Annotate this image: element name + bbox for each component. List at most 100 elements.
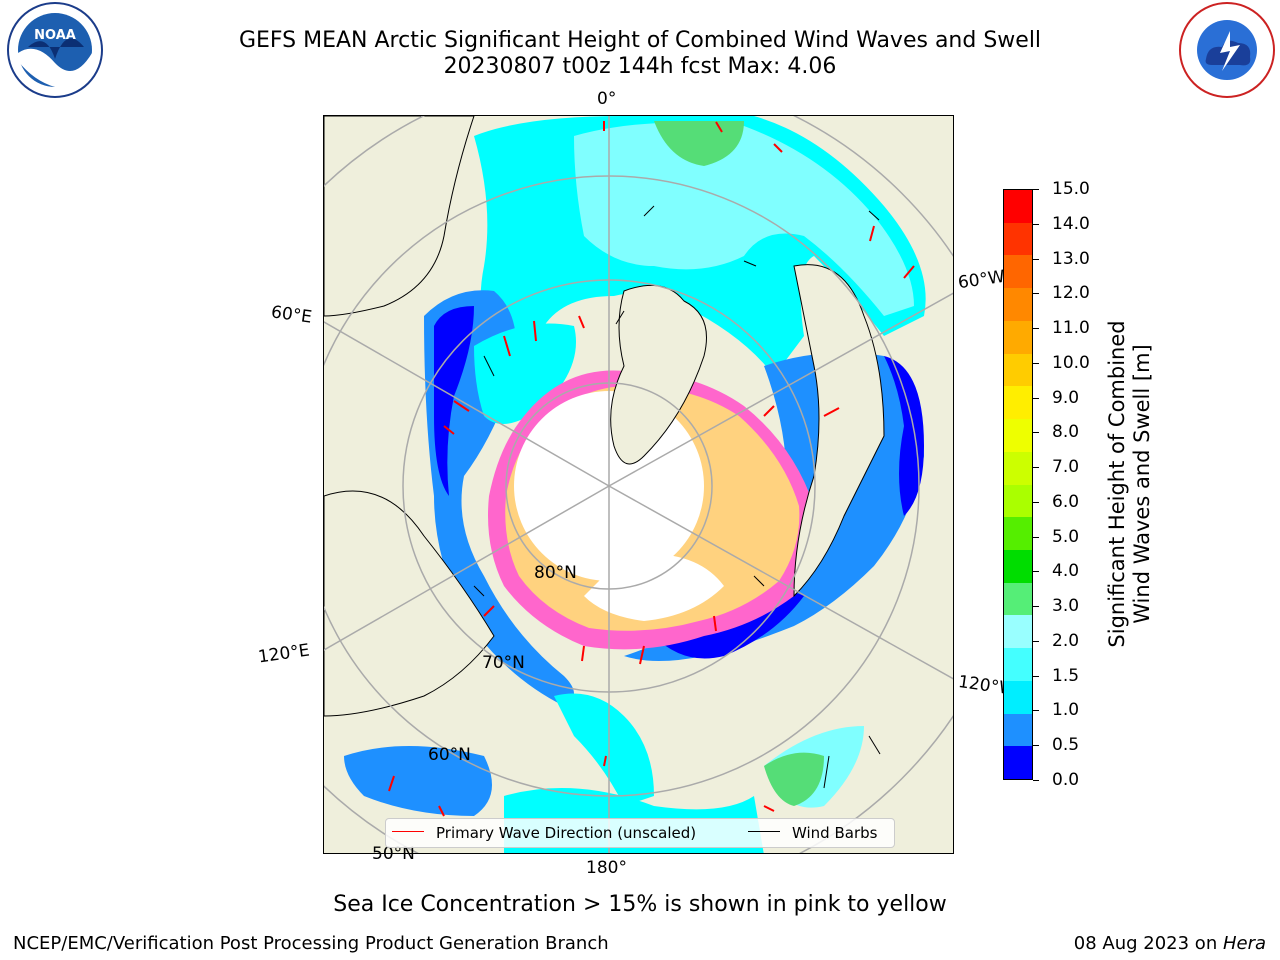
colorbar-tick-label: 9.0 — [1052, 387, 1080, 408]
ocean-baffin-blue — [884, 356, 924, 516]
map-legend: Primary Wave Direction (unscaled) Wind B… — [385, 818, 895, 848]
lat-label-70n: 70°N — [482, 653, 525, 673]
colorbar-tick-label: 15.0 — [1052, 179, 1090, 199]
wave-arrow — [388, 775, 395, 792]
lat-label-60n: 60°N — [428, 745, 471, 765]
colorbar-band — [1004, 582, 1032, 616]
wave-arrow — [869, 225, 875, 242]
colorbar-tick-mark — [1033, 780, 1039, 781]
colorbar-tick-label: 0.5 — [1052, 735, 1080, 756]
meridian-60e — [324, 321, 610, 487]
chart-title-line1: GEFS MEAN Arctic Significant Height of C… — [238, 28, 1042, 53]
colorbar-ticks: 15.0 14.0 13.0 12.0 11.0 10.0 9.0 8.0 7.0 6.0 5.0 4… — [1033, 180, 1103, 789]
pole-hole-extension — [584, 554, 724, 621]
graticule — [324, 116, 953, 853]
wave-arrow — [483, 605, 495, 617]
colorbar-band — [1004, 615, 1032, 649]
colorbar-tick-label: 1.5 — [1052, 665, 1080, 686]
meridian-60w — [608, 292, 953, 487]
footer-host: Hera — [1222, 933, 1266, 954]
colorbar-band — [1004, 255, 1032, 289]
colorbar-tick-mark — [1033, 293, 1039, 295]
colorbar-tick-mark — [1033, 258, 1039, 260]
wave-arrow — [453, 400, 470, 412]
colorbar-band — [1004, 517, 1032, 551]
colorbar-tick-label: 13.0 — [1052, 248, 1090, 269]
wave-arrow — [533, 320, 537, 342]
svg-text:NOAA: NOAA — [34, 28, 76, 43]
lat-label-80n: 80°N — [534, 563, 577, 583]
lat-label-50n: 50°N — [372, 844, 415, 864]
colorbar-band — [1004, 222, 1032, 256]
ocean-bering-cyan — [554, 693, 654, 806]
colorbar-tick-label: 1.0 — [1052, 700, 1080, 721]
wind-barb — [823, 755, 830, 789]
wind-barb — [615, 310, 625, 325]
lon-label-60w: 60°W — [956, 266, 1007, 294]
wave-arrow — [763, 805, 775, 812]
colorbar-tick-mark — [1033, 745, 1039, 747]
wave-arrow — [603, 755, 607, 767]
footer-left: NCEP/EMC/Verification Post Processing Pr… — [13, 933, 609, 954]
colorbar-tick-label: 0.0 — [1052, 770, 1080, 790]
noaa-logo: NOAA — [6, 1, 104, 99]
colorbar-band — [1004, 484, 1032, 518]
land-north-america-top — [884, 116, 953, 312]
lon-label-60e: 60°E — [269, 302, 314, 328]
land-europe — [324, 116, 475, 317]
lon-label-180: 180° — [586, 858, 627, 878]
wave-arrow — [581, 645, 585, 662]
colorbar-tick-label: 3.0 — [1052, 596, 1080, 617]
colorbar-tick-mark — [1033, 223, 1039, 225]
colorbar-band — [1004, 190, 1032, 224]
wave-arrow — [443, 425, 455, 435]
meridian-120e — [324, 485, 610, 651]
ocean-green-patch-south — [764, 752, 824, 806]
colorbar-tick-mark — [1033, 571, 1039, 573]
sea-ice-note: Sea Ice Concentration > 15% is shown in … — [333, 892, 947, 917]
colorbar-band — [1004, 288, 1032, 322]
map-canvas — [324, 116, 953, 853]
colorbar-tick-mark — [1033, 710, 1039, 712]
polar-map — [323, 115, 954, 854]
ocean-atlantic-light — [574, 122, 914, 317]
wind-barb — [868, 735, 881, 755]
footer-right: 08 Aug 2023 on Hera — [1074, 933, 1266, 954]
wind-barbs-legend-label: Wind Barbs — [792, 824, 878, 842]
wind-barb — [743, 260, 757, 267]
wave-direction-legend-line — [392, 831, 424, 832]
colorbar-tick-label: 10.0 — [1052, 352, 1090, 373]
wind-barbs-legend-line — [748, 831, 780, 832]
wave-arrow — [773, 143, 783, 153]
colorbar-tick-mark — [1033, 189, 1039, 190]
wave-arrow — [578, 315, 585, 329]
lon-label-120e: 120°E — [256, 640, 311, 668]
colorbar-band — [1004, 320, 1032, 355]
land-asia — [324, 490, 495, 717]
wave-arrow — [823, 407, 840, 417]
wind-barb — [643, 205, 655, 217]
colorbar-tick-label: 2.0 — [1052, 630, 1080, 651]
colorbar-band — [1004, 419, 1032, 453]
wind-barbs — [473, 205, 881, 789]
colorbar-tick-label: 5.0 — [1052, 526, 1080, 547]
chart-title-line2: 20230807 t00z 144h fcst Max: 4.06 — [443, 54, 837, 79]
wind-barb — [473, 585, 485, 597]
wave-direction-legend-label: Primary Wave Direction (unscaled) — [436, 824, 697, 842]
wave-arrow — [713, 615, 717, 632]
nws-logo — [1178, 1, 1276, 99]
colorbar-tick-label: 8.0 — [1052, 422, 1080, 443]
colorbar-band — [1004, 648, 1032, 682]
wave-arrow — [903, 265, 915, 279]
ocean-eurasian-coast-blue — [434, 306, 474, 496]
colorbar-tick-label: 7.0 — [1052, 457, 1080, 478]
colorbar-band — [1004, 713, 1032, 747]
wave-arrow — [503, 335, 511, 357]
colorbar-tick-mark — [1033, 501, 1039, 503]
footer-date: 08 Aug 2023 on — [1073, 933, 1223, 954]
wave-arrow — [715, 121, 723, 133]
colorbar-band — [1004, 680, 1032, 715]
colorbar-tick-label: 14.0 — [1052, 213, 1090, 234]
colorbar-tick-mark — [1033, 640, 1039, 642]
ocean-hudson-bay — [344, 746, 492, 816]
